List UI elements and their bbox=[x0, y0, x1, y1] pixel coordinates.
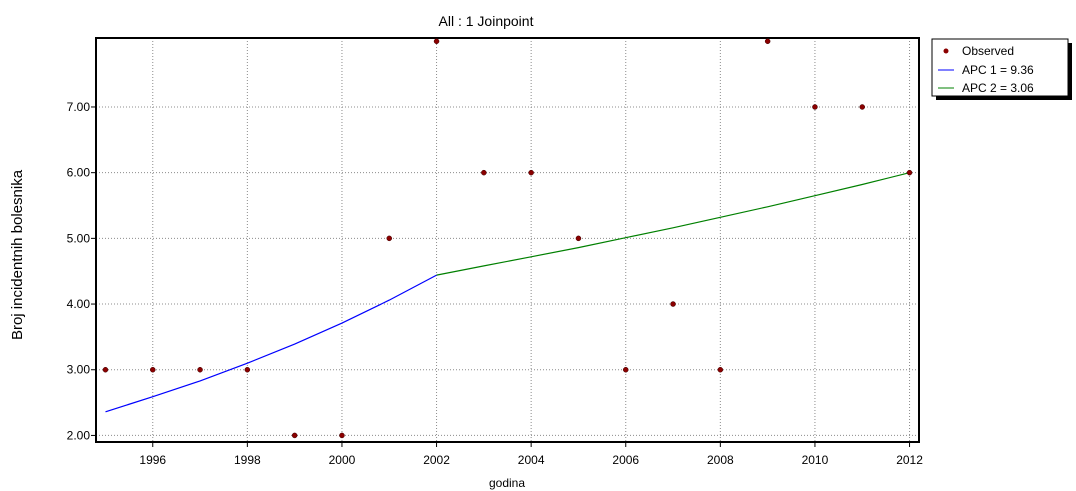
x-tick-label: 2010 bbox=[802, 453, 829, 467]
observed-point bbox=[481, 169, 487, 176]
observed-point bbox=[291, 432, 298, 439]
legend-box bbox=[931, 38, 1069, 97]
series-line-apc2 bbox=[436, 172, 910, 276]
observed-point bbox=[764, 38, 771, 45]
legend-apc1-label: APC 1 = 9.36 bbox=[962, 63, 1034, 77]
x-tick-label: 1998 bbox=[234, 453, 261, 467]
x-tick-label: 2000 bbox=[329, 453, 356, 467]
x-tick-label: 2006 bbox=[612, 453, 639, 467]
legend-apc2-label: APC 2 = 3.06 bbox=[962, 81, 1034, 95]
y-tick-label: 4.00 bbox=[67, 297, 91, 311]
legend-observed-marker bbox=[943, 48, 949, 54]
chart-title: All : 1 Joinpoint bbox=[439, 13, 534, 29]
plot-area-frame bbox=[95, 37, 920, 443]
axis-ticks: 1996 1998 2000 2002 2004 2006 2008 2010 2012 2.00… bbox=[67, 100, 924, 467]
legend-observed-label: Observed bbox=[962, 44, 1014, 58]
x-tick-label: 2008 bbox=[707, 453, 734, 467]
observed-point bbox=[670, 301, 676, 307]
observed-point bbox=[717, 366, 724, 373]
y-tick-label: 3.00 bbox=[67, 363, 91, 377]
observed-points bbox=[102, 38, 913, 439]
y-tick-label: 7.00 bbox=[67, 100, 91, 114]
legend: Observed APC 1 = 9.36 APC 2 = 3.06 bbox=[931, 38, 1072, 100]
gridlines bbox=[96, 38, 919, 442]
observed-point bbox=[906, 169, 913, 176]
y-axis-label: Broj incidentnih bolesnika bbox=[9, 169, 26, 340]
y-tick-label: 2.00 bbox=[67, 428, 91, 442]
observed-point bbox=[812, 104, 818, 110]
observed-point bbox=[859, 104, 865, 110]
observed-point bbox=[386, 235, 393, 242]
observed-point bbox=[575, 235, 582, 242]
series-line-apc1 bbox=[105, 274, 437, 413]
observed-point bbox=[102, 366, 109, 373]
observed-point bbox=[150, 366, 156, 373]
x-tick-label: 2002 bbox=[423, 453, 450, 467]
y-tick-label: 6.00 bbox=[67, 166, 91, 180]
x-tick-label: 2004 bbox=[518, 453, 545, 467]
x-tick-label: 2012 bbox=[896, 453, 923, 467]
observed-point bbox=[339, 432, 345, 439]
series-lines bbox=[105, 172, 910, 413]
observed-point bbox=[433, 38, 440, 45]
observed-point bbox=[244, 366, 251, 373]
x-tick-label: 1996 bbox=[139, 453, 166, 467]
y-tick-label: 5.00 bbox=[67, 231, 91, 245]
observed-point bbox=[528, 169, 534, 176]
observed-point bbox=[197, 366, 203, 373]
x-axis-label: godina bbox=[489, 476, 525, 490]
observed-point bbox=[622, 366, 629, 373]
